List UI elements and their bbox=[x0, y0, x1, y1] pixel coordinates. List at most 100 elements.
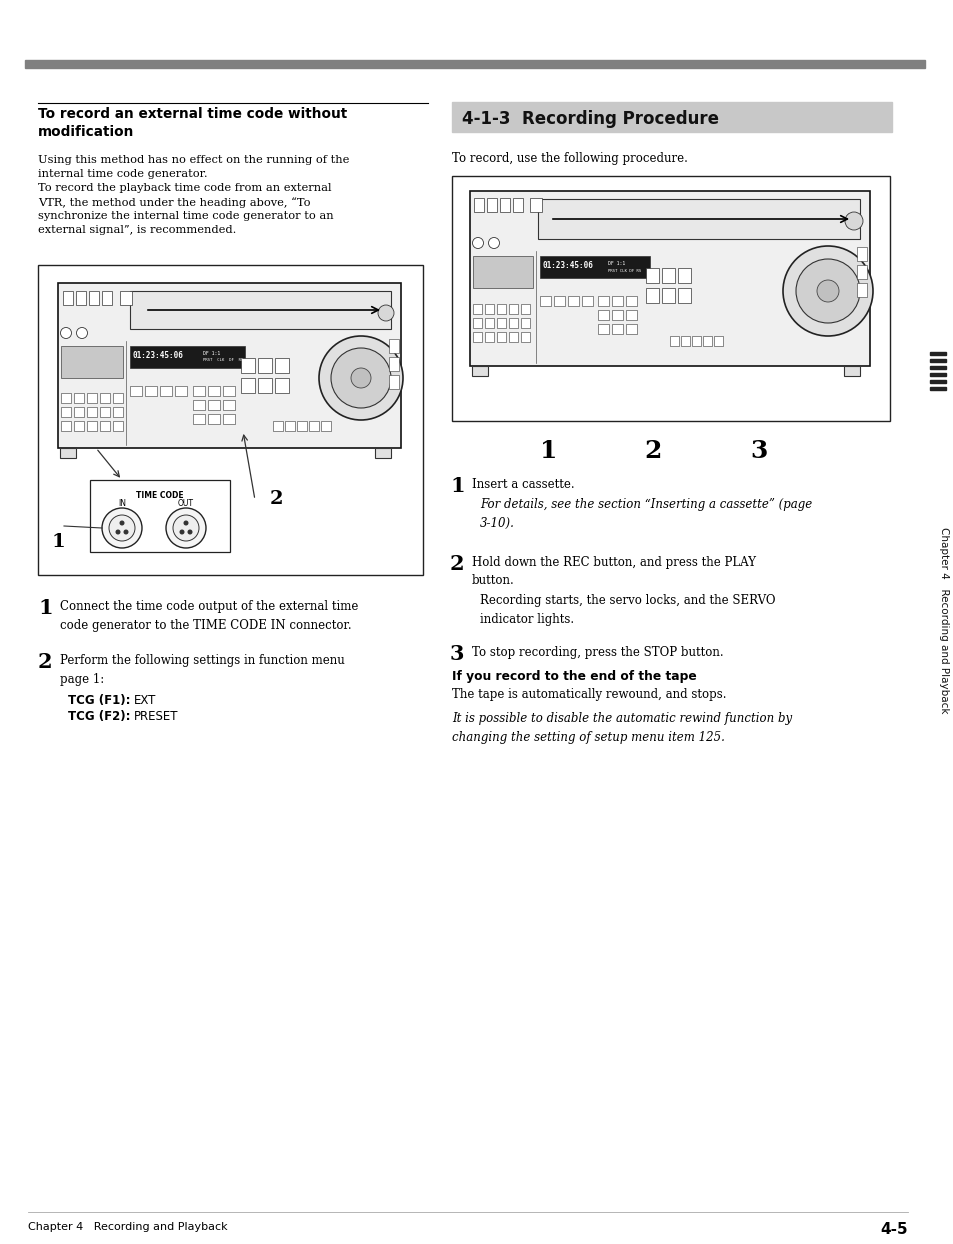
Bar bbox=[63, 291, 73, 305]
Bar bbox=[389, 374, 398, 389]
Bar bbox=[472, 366, 488, 376]
Bar bbox=[241, 378, 254, 393]
Bar bbox=[598, 296, 608, 306]
Bar bbox=[669, 336, 679, 346]
Bar bbox=[661, 267, 675, 282]
Circle shape bbox=[109, 515, 135, 541]
Bar bbox=[497, 304, 505, 313]
Bar bbox=[112, 420, 123, 430]
Bar bbox=[389, 357, 398, 371]
Bar bbox=[61, 393, 71, 403]
Text: To record the playback time code from an external: To record the playback time code from an… bbox=[38, 183, 331, 193]
Bar bbox=[929, 373, 945, 376]
Text: The tape is automatically rewound, and stops.: The tape is automatically rewound, and s… bbox=[452, 688, 726, 702]
Text: Connect the time code output of the external time
code generator to the TIME COD: Connect the time code output of the exte… bbox=[60, 600, 358, 632]
Bar bbox=[625, 296, 637, 306]
Circle shape bbox=[795, 259, 859, 323]
Bar bbox=[87, 393, 97, 403]
Bar bbox=[174, 386, 187, 396]
Bar bbox=[484, 304, 494, 313]
Circle shape bbox=[76, 327, 88, 338]
Bar bbox=[680, 336, 689, 346]
Bar bbox=[929, 387, 945, 391]
Text: 1: 1 bbox=[38, 598, 52, 618]
Bar bbox=[74, 393, 84, 403]
Bar bbox=[208, 414, 220, 424]
Circle shape bbox=[844, 211, 862, 230]
Bar bbox=[612, 323, 622, 333]
Bar bbox=[678, 267, 690, 282]
Bar bbox=[58, 282, 400, 448]
Bar bbox=[193, 414, 205, 424]
Circle shape bbox=[120, 521, 124, 525]
Text: Using this method has no effect on the running of the: Using this method has no effect on the r… bbox=[38, 156, 349, 165]
Circle shape bbox=[488, 238, 499, 249]
Bar bbox=[598, 323, 608, 333]
Circle shape bbox=[172, 515, 199, 541]
Bar bbox=[567, 296, 578, 306]
Bar bbox=[509, 304, 517, 313]
Text: Recording starts, the servo locks, and the SERVO
indicator lights.: Recording starts, the servo locks, and t… bbox=[479, 593, 775, 626]
Text: PRST CLK DF RS: PRST CLK DF RS bbox=[607, 269, 640, 272]
Text: modification: modification bbox=[38, 124, 134, 139]
Text: 3: 3 bbox=[749, 439, 766, 463]
Bar bbox=[554, 296, 564, 306]
Bar bbox=[929, 360, 945, 362]
Bar bbox=[452, 175, 889, 420]
Text: 1: 1 bbox=[52, 532, 66, 551]
Bar bbox=[90, 480, 230, 552]
Bar bbox=[375, 448, 391, 458]
Bar bbox=[60, 448, 76, 458]
Bar bbox=[257, 378, 272, 393]
Text: Hold down the REC button, and press the PLAY
button.: Hold down the REC button, and press the … bbox=[472, 556, 755, 587]
Bar bbox=[130, 386, 142, 396]
Bar bbox=[389, 340, 398, 353]
Bar bbox=[661, 289, 675, 304]
Bar bbox=[223, 401, 234, 411]
Bar bbox=[87, 407, 97, 417]
Bar bbox=[274, 378, 289, 393]
Bar bbox=[208, 386, 220, 396]
Bar bbox=[520, 318, 530, 328]
Circle shape bbox=[472, 238, 483, 249]
Text: To record, use the following procedure.: To record, use the following procedure. bbox=[452, 152, 687, 165]
Text: 3: 3 bbox=[450, 644, 464, 664]
Text: TCG (F1):: TCG (F1): bbox=[68, 694, 131, 707]
Text: TIME CODE: TIME CODE bbox=[136, 491, 184, 500]
Bar bbox=[530, 198, 541, 211]
Bar bbox=[473, 318, 481, 328]
Bar bbox=[691, 336, 700, 346]
Text: Chapter 4   Recording and Playback: Chapter 4 Recording and Playback bbox=[938, 526, 948, 713]
Bar bbox=[102, 291, 112, 305]
Text: PRST  CLK  DF  RS: PRST CLK DF RS bbox=[203, 358, 243, 362]
Text: 4-5: 4-5 bbox=[880, 1222, 907, 1237]
Circle shape bbox=[124, 530, 128, 534]
Text: DF 1:1: DF 1:1 bbox=[203, 351, 220, 356]
Bar bbox=[713, 336, 722, 346]
Bar bbox=[474, 198, 483, 211]
Bar bbox=[223, 386, 234, 396]
Circle shape bbox=[102, 508, 142, 549]
Bar bbox=[929, 366, 945, 369]
Text: To stop recording, press the STOP button.: To stop recording, press the STOP button… bbox=[472, 646, 723, 659]
Text: external signal”, is recommended.: external signal”, is recommended. bbox=[38, 225, 236, 235]
Bar bbox=[581, 296, 593, 306]
Text: 01:23:45:06: 01:23:45:06 bbox=[132, 351, 184, 360]
Bar bbox=[539, 296, 551, 306]
Bar bbox=[598, 310, 608, 320]
Bar bbox=[100, 407, 110, 417]
Circle shape bbox=[377, 305, 394, 321]
Bar bbox=[61, 407, 71, 417]
Bar bbox=[856, 248, 866, 261]
Text: DF 1:1: DF 1:1 bbox=[607, 261, 624, 266]
Text: EXT: EXT bbox=[133, 694, 156, 707]
Bar bbox=[473, 332, 481, 342]
Text: Perform the following settings in function menu
page 1:: Perform the following settings in functi… bbox=[60, 654, 344, 685]
Text: VTR, the method under the heading above, “To: VTR, the method under the heading above,… bbox=[38, 197, 310, 208]
Bar bbox=[484, 332, 494, 342]
Circle shape bbox=[188, 530, 192, 534]
Bar bbox=[285, 420, 294, 430]
Text: 4-1-3  Recording Procedure: 4-1-3 Recording Procedure bbox=[461, 109, 719, 128]
Bar bbox=[193, 401, 205, 411]
Bar bbox=[100, 393, 110, 403]
